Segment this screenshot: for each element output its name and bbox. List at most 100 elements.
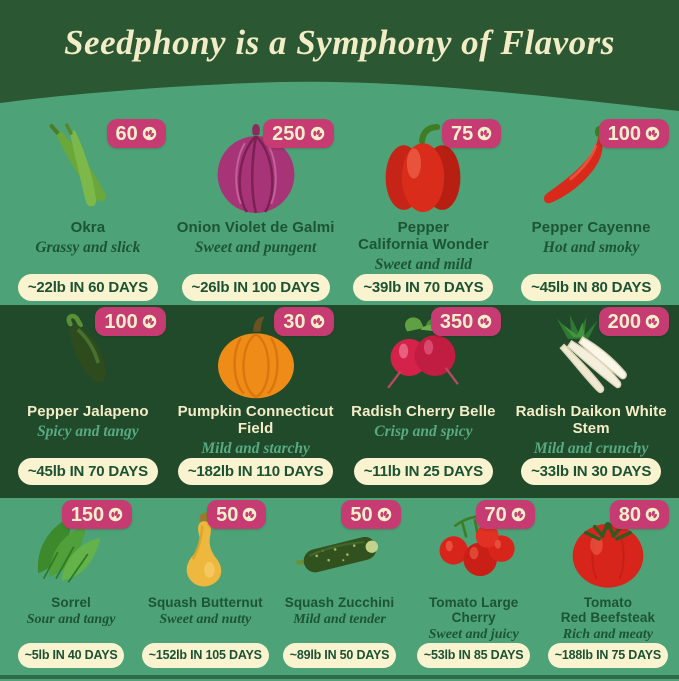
flavor-description: Mild and tender <box>293 612 386 628</box>
seeds-icon <box>108 507 123 522</box>
header-banner: Seedphony is a Symphony of Flavors <box>0 0 679 75</box>
flavor-description: Grassy and slick <box>35 238 141 256</box>
seeds-icon <box>142 126 157 141</box>
row-3: 150 Sorrel Sour and tangy ~5lb IN 40 DAY… <box>0 498 679 675</box>
card-pepper-cayenne: 100 Pepper Cayenne Hot and smoky ~45lb I… <box>507 117 675 329</box>
seed-count-badge: 30 <box>274 307 334 336</box>
flavor-description: Sour and tangy <box>26 612 116 628</box>
beefsteak-tomato-image <box>554 508 662 592</box>
seed-count: 200 <box>607 310 641 333</box>
yield-pill: ~5lb IN 40 DAYS <box>17 643 125 668</box>
product-name: Pumpkin Connecticut Field <box>177 403 334 437</box>
seed-count: 70 <box>484 503 507 526</box>
flavor-description: Sweet and nutty <box>159 612 252 628</box>
yield-pill: ~26lb IN 100 DAYS <box>181 273 330 301</box>
product-name: Tomato Large Cherry <box>428 595 519 626</box>
seed-count-badge: 50 <box>341 500 401 529</box>
seed-count-badge: 60 <box>106 119 166 148</box>
flavor-description: Mild and starchy <box>201 439 310 457</box>
seeds-icon <box>310 314 325 329</box>
flavor-description: Crisp and spicy <box>374 422 473 440</box>
seed-count-badge: 80 <box>609 500 669 529</box>
product-name: Pepper Jalapeno <box>27 403 149 420</box>
seeds-icon <box>477 126 492 141</box>
product-name: Squash Butternut <box>147 595 263 610</box>
flavor-description: Rich and meaty <box>562 627 653 643</box>
flavor-description: Spicy and tangy <box>37 422 139 440</box>
card-pepper-california-wonder: 75 Pepper California Wonder Sweet and mi… <box>340 117 508 329</box>
seeds-icon <box>477 314 492 329</box>
seed-count: 350 <box>439 310 474 333</box>
product-name: Tomato Red Beefsteak <box>560 595 656 626</box>
product-name: Onion Violet de Galmi <box>176 219 335 236</box>
flavor-description: Sweet and mild <box>374 255 473 273</box>
row-2: 100 Pepper Jalapeno Spicy and tangy ~45l… <box>0 305 679 498</box>
card-tomato-large-cherry: 70 Tomato Large Cherry Sweet and juicy ~… <box>407 498 541 681</box>
seed-count: 150 <box>70 503 105 526</box>
card-radish-daikon-white-stem: 200 Radish Daikon White Stem Mild and cr… <box>507 305 675 515</box>
seed-count-badge: 150 <box>61 500 133 529</box>
seeds-icon <box>645 314 660 329</box>
bell-pepper-image <box>362 121 484 217</box>
flavor-description: Sweet and pungent <box>194 238 317 256</box>
pumpkin-image <box>195 313 317 401</box>
daikon-image <box>530 313 652 401</box>
card-pepper-jalapeno: 100 Pepper Jalapeno Spicy and tangy ~45l… <box>4 305 172 515</box>
yield-pill: ~33lb IN 30 DAYS <box>521 457 662 485</box>
seed-count: 50 <box>350 503 373 526</box>
seed-count: 100 <box>104 310 138 333</box>
product-name: Squash Zucchini <box>284 595 395 610</box>
card-onion-violet-de-galmi: 250 Onion Violet de Galmi Sweet and pung… <box>172 117 340 329</box>
yield-pill: ~11lb IN 25 DAYS <box>353 457 493 485</box>
seeds-icon <box>310 126 325 141</box>
yield-pill: ~22lb IN 60 DAYS <box>17 273 158 301</box>
seed-count: 80 <box>618 503 641 526</box>
yield-pill: ~45lb IN 70 DAYS <box>17 457 158 485</box>
seed-count: 75 <box>451 122 474 145</box>
row-1: 60 Okra Grassy and slick ~22lb IN 60 DAY… <box>0 117 679 305</box>
yield-pill: ~39lb IN 70 DAYS <box>353 273 494 301</box>
seed-count: 60 <box>115 122 138 145</box>
card-squash-zucchini: 50 Squash Zucchini Mild and tender ~89lb… <box>272 498 406 681</box>
seeds-icon <box>142 314 157 329</box>
seed-count-badge: 200 <box>598 307 669 336</box>
seed-count: 50 <box>216 503 239 526</box>
seed-count: 30 <box>283 310 306 333</box>
sorrel-image <box>17 508 125 592</box>
card-squash-butternut: 50 Squash Butternut Sweet and nutty ~152… <box>138 498 272 681</box>
product-name: Radish Cherry Belle <box>351 403 496 420</box>
seeds-icon <box>242 507 257 522</box>
yield-pill: ~45lb IN 80 DAYS <box>521 273 662 301</box>
product-name: Sorrel <box>51 595 91 610</box>
seed-count-badge: 100 <box>95 307 166 336</box>
yield-pill: ~188lb IN 75 DAYS <box>547 643 669 668</box>
page-title: Seedphony is a Symphony of Flavors <box>64 23 615 62</box>
seed-count-badge: 350 <box>430 307 502 336</box>
yield-pill: ~152lb IN 105 DAYS <box>141 643 269 668</box>
jalapeno-image <box>27 313 149 401</box>
bottom-strip <box>0 675 679 679</box>
okra-image <box>27 121 149 217</box>
seed-count-badge: 250 <box>263 119 334 148</box>
onion-image <box>195 121 317 217</box>
zucchini-image <box>285 508 393 592</box>
wave-divider <box>0 75 679 117</box>
seed-count: 250 <box>272 122 306 145</box>
seed-count-badge: 70 <box>475 500 535 529</box>
card-radish-cherry-belle: 350 Radish Cherry Belle Crisp and spicy … <box>340 305 508 515</box>
yield-pill: ~89lb IN 50 DAYS <box>282 643 397 668</box>
seed-count-badge: 100 <box>598 119 669 148</box>
product-name: Pepper California Wonder <box>358 219 489 253</box>
seeds-icon <box>511 507 526 522</box>
seed-count-badge: 75 <box>442 119 502 148</box>
product-name: Pepper Cayenne <box>531 219 651 236</box>
flavor-description: Hot and smoky <box>542 238 640 256</box>
card-tomato-red-beefsteak: 80 Tomato Red Beefsteak Rich and meaty ~… <box>541 498 675 681</box>
seeds-icon <box>377 507 392 522</box>
card-okra: 60 Okra Grassy and slick ~22lb IN 60 DAY… <box>4 117 172 329</box>
yield-pill: ~182lb IN 110 DAYS <box>177 457 334 485</box>
product-name: Radish Daikon White Stem <box>515 403 667 437</box>
seed-count: 100 <box>607 122 641 145</box>
yield-pill: ~53lb IN 85 DAYS <box>416 643 531 668</box>
card-sorrel: 150 Sorrel Sour and tangy ~5lb IN 40 DAY… <box>4 498 138 681</box>
